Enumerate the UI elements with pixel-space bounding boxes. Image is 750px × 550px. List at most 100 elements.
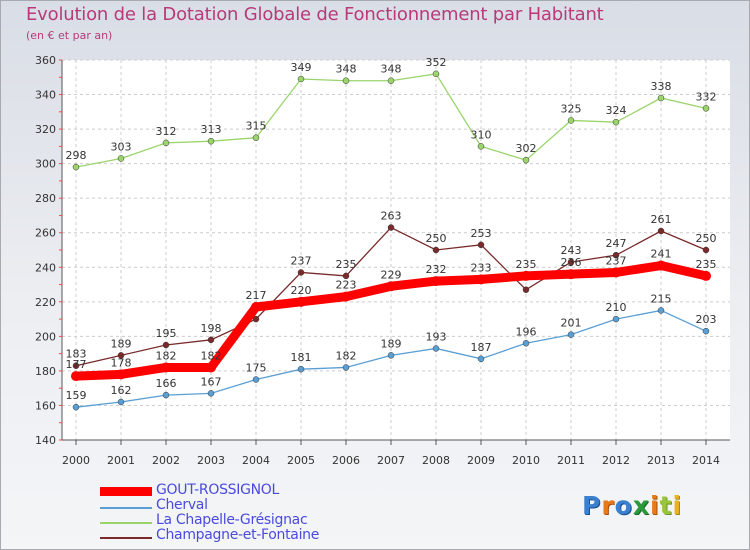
data-label: 348 bbox=[381, 63, 402, 76]
data-label: 201 bbox=[561, 317, 582, 330]
data-point bbox=[477, 355, 485, 363]
data-point bbox=[251, 302, 261, 312]
x-tick-label: 2010 bbox=[512, 454, 540, 467]
legend-swatch bbox=[100, 522, 152, 524]
x-tick-label: 2012 bbox=[602, 454, 630, 467]
data-point bbox=[656, 260, 666, 271]
data-label: 237 bbox=[291, 254, 312, 267]
data-label: 303 bbox=[111, 140, 132, 153]
data-point bbox=[657, 94, 665, 102]
data-point bbox=[387, 77, 395, 84]
data-point bbox=[252, 315, 260, 323]
y-tick-label: 180 bbox=[35, 365, 56, 378]
data-point bbox=[207, 137, 215, 145]
data-point bbox=[432, 70, 440, 78]
logo-letter: P bbox=[582, 491, 602, 520]
data-label: 162 bbox=[111, 384, 132, 397]
data-label: 261 bbox=[651, 213, 672, 226]
data-point bbox=[477, 143, 485, 150]
data-point bbox=[567, 258, 575, 266]
data-point bbox=[342, 77, 350, 84]
data-point bbox=[567, 331, 575, 338]
x-tick-label: 2008 bbox=[422, 454, 450, 467]
x-tick-label: 2001 bbox=[107, 454, 135, 467]
data-point bbox=[702, 105, 710, 112]
data-point bbox=[162, 139, 170, 147]
data-point bbox=[72, 362, 80, 369]
data-point bbox=[522, 286, 530, 293]
data-point bbox=[342, 364, 350, 371]
data-point bbox=[702, 327, 710, 335]
data-point bbox=[521, 270, 531, 281]
logo-letter: t bbox=[659, 491, 673, 520]
data-label: 348 bbox=[336, 63, 357, 76]
data-label: 298 bbox=[66, 149, 87, 162]
data-label: 223 bbox=[336, 279, 357, 292]
data-label: 183 bbox=[66, 348, 87, 361]
data-label: 232 bbox=[426, 263, 447, 276]
data-label: 315 bbox=[246, 120, 267, 133]
data-label: 210 bbox=[606, 301, 627, 314]
data-point bbox=[206, 362, 216, 373]
data-label: 203 bbox=[696, 313, 717, 326]
x-tick-label: 2009 bbox=[467, 454, 495, 467]
y-tick-label: 140 bbox=[35, 434, 56, 447]
data-label: 237 bbox=[606, 254, 627, 267]
data-label: 166 bbox=[156, 377, 177, 390]
data-label: 263 bbox=[381, 210, 402, 223]
y-tick-label: 300 bbox=[35, 158, 56, 171]
legend-swatch bbox=[100, 507, 152, 509]
data-label: 177 bbox=[66, 358, 87, 371]
logo-letter: i bbox=[672, 491, 683, 520]
data-label: 250 bbox=[696, 232, 717, 245]
data-label: 182 bbox=[201, 349, 222, 362]
legend-label: GOUT-ROSSIGNOL bbox=[156, 482, 280, 498]
data-point bbox=[477, 241, 485, 249]
x-tick-label: 2002 bbox=[152, 454, 180, 467]
data-point bbox=[612, 118, 620, 126]
data-point bbox=[161, 362, 171, 373]
data-label: 189 bbox=[381, 337, 402, 350]
data-label: 178 bbox=[111, 356, 132, 369]
y-tick-label: 160 bbox=[35, 399, 56, 412]
data-label: 312 bbox=[156, 125, 177, 138]
data-point bbox=[567, 117, 575, 124]
x-tick-label: 2013 bbox=[647, 454, 675, 467]
data-label: 236 bbox=[561, 256, 582, 269]
data-label: 175 bbox=[246, 362, 267, 375]
y-tick-label: 340 bbox=[35, 89, 56, 102]
data-point bbox=[612, 251, 620, 259]
data-label: 324 bbox=[606, 104, 627, 117]
logo-letter: x bbox=[632, 491, 650, 520]
data-point bbox=[431, 276, 441, 287]
data-label: 215 bbox=[651, 292, 672, 305]
proxiti-logo: Proxiti bbox=[582, 491, 682, 520]
data-label: 182 bbox=[156, 349, 177, 362]
data-label: 250 bbox=[426, 232, 447, 245]
data-label: 182 bbox=[336, 349, 357, 362]
data-label: 235 bbox=[696, 258, 717, 271]
data-point bbox=[611, 267, 621, 278]
data-label: 181 bbox=[291, 351, 312, 364]
data-point bbox=[207, 336, 215, 344]
legend-label: La Chapelle-Grésignac bbox=[156, 512, 308, 528]
data-label: 229 bbox=[381, 268, 402, 281]
legend-swatch bbox=[100, 487, 152, 496]
x-tick-label: 2014 bbox=[692, 454, 720, 467]
data-point bbox=[432, 345, 440, 352]
data-point bbox=[297, 269, 305, 276]
data-point bbox=[252, 134, 260, 141]
data-label: 332 bbox=[696, 90, 717, 103]
data-point bbox=[657, 227, 665, 235]
x-tick-label: 2004 bbox=[242, 454, 270, 467]
data-label: 159 bbox=[66, 389, 87, 402]
chart-subtitle: (en € et par an) bbox=[26, 29, 113, 42]
legend-label: Cherval bbox=[156, 497, 208, 513]
data-point bbox=[117, 398, 125, 406]
data-label: 167 bbox=[201, 375, 222, 388]
x-tick-label: 2006 bbox=[332, 454, 360, 467]
data-label: 235 bbox=[516, 258, 537, 271]
data-point bbox=[522, 156, 530, 164]
data-point bbox=[341, 291, 351, 302]
